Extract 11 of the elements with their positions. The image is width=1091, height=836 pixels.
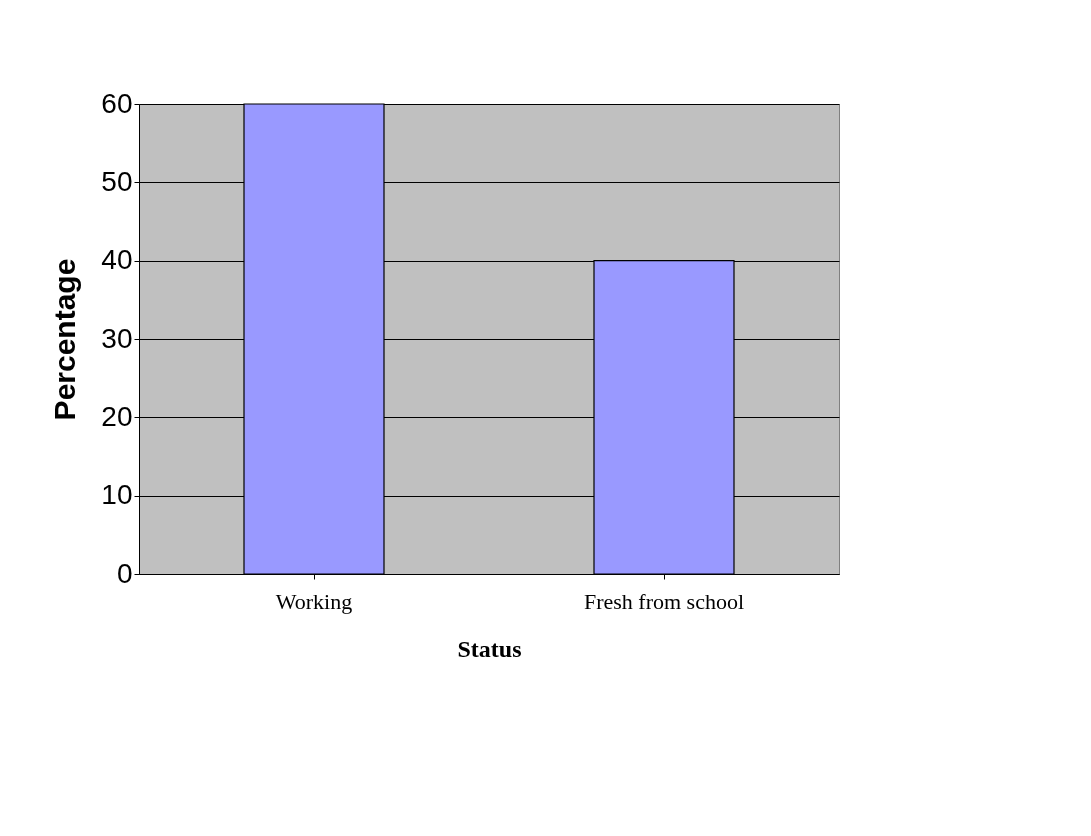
y-tick-label: 60: [101, 87, 133, 119]
x-tick-label: Fresh from school: [583, 588, 745, 614]
y-tick-label: 0: [116, 557, 133, 589]
x-axis-title: Status: [457, 635, 522, 662]
y-tick-label: 10: [101, 479, 133, 511]
y-tick-label: 40: [101, 244, 133, 276]
y-tick-label: 30: [101, 322, 133, 354]
x-tick-label: Working: [275, 588, 353, 614]
y-tick-label: 50: [101, 165, 133, 197]
y-tick-label: 20: [101, 400, 133, 432]
y-axis-title: Percentage: [48, 258, 82, 421]
